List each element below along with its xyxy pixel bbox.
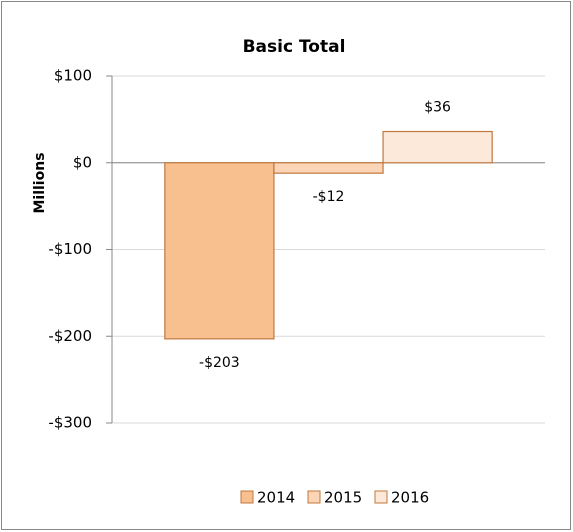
- data-label: -$12: [313, 189, 345, 205]
- legend-swatch: [374, 490, 388, 504]
- legend-label: 2014: [257, 489, 295, 507]
- bar: [164, 162, 275, 340]
- chart-title: Basic Total: [243, 37, 346, 57]
- y-axis-label: Millions: [32, 152, 48, 213]
- legend-label: 2015: [324, 489, 362, 507]
- bar: [273, 162, 384, 174]
- y-tick-label: $0: [73, 153, 92, 171]
- bar: [382, 130, 493, 164]
- data-label: $36: [424, 100, 451, 116]
- legend-swatch: [240, 490, 254, 504]
- legend-swatch: [307, 490, 321, 504]
- y-tick-label: -$200: [48, 327, 92, 345]
- y-tick-label: -$100: [48, 240, 92, 258]
- data-label: -$203: [199, 355, 240, 371]
- y-tick-label: $100: [54, 67, 92, 85]
- legend-label: 2016: [391, 489, 429, 507]
- y-tick-label: -$300: [48, 414, 92, 432]
